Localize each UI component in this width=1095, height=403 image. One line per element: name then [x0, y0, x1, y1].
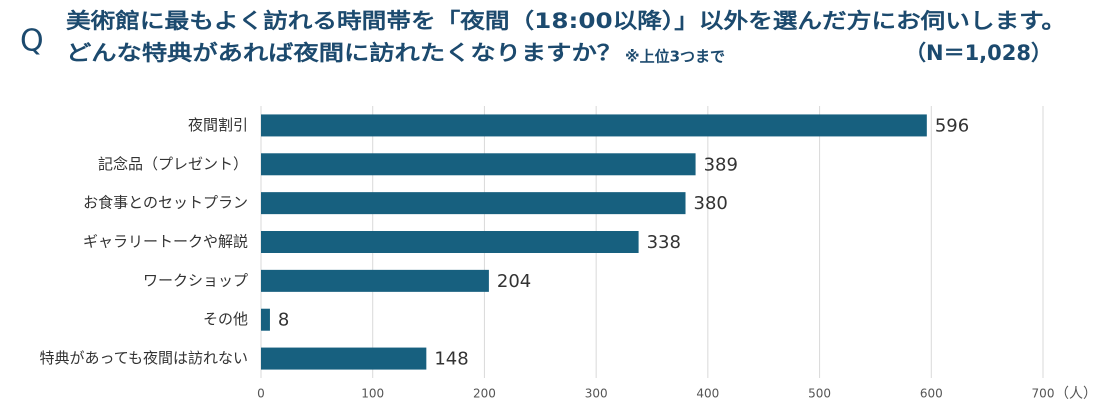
x-tick-label: 600 — [920, 387, 943, 401]
bar — [261, 153, 696, 176]
x-tick-label: 700 — [1032, 387, 1055, 401]
y-tick-label: お食事とのセットプラン — [83, 194, 248, 212]
x-tick-label: 0 — [257, 387, 265, 401]
bar — [261, 308, 270, 331]
y-tick-label: 特典があっても夜間は訪れない — [39, 349, 248, 367]
value-label: 8 — [278, 310, 289, 331]
value-label: 596 — [935, 115, 969, 136]
chart-subtitle: どんな特典があれば夜間に訪れたくなりますか？ — [66, 41, 622, 65]
value-label: 338 — [647, 232, 681, 253]
bar — [261, 114, 927, 137]
x-tick-label: 100 — [361, 387, 384, 401]
value-label: 389 — [704, 154, 738, 175]
question-mark: Q — [20, 24, 44, 59]
note: ※上位3つまで — [625, 48, 725, 66]
bar — [261, 231, 639, 253]
x-tick-label: 400 — [696, 387, 719, 401]
bar — [261, 347, 427, 370]
sample-size: （N＝1,028） — [905, 41, 1052, 65]
x-tick-label: 300 — [585, 387, 608, 401]
x-tick-label: 500 — [808, 387, 831, 401]
bar — [261, 269, 489, 292]
bar — [261, 192, 686, 215]
value-label: 148 — [434, 349, 468, 370]
y-tick-label: ギャラリートークや解説 — [83, 233, 248, 251]
y-tick-label: 記念品（プレゼント） — [98, 155, 248, 173]
value-label: 380 — [694, 193, 728, 214]
y-tick-label: その他 — [203, 310, 248, 328]
chart-title: 美術館に最もよく訪れる時間帯を「夜間（18:00以降）」以外を選んだ方にお伺いし… — [66, 9, 1066, 33]
unit-label: （人） — [1055, 386, 1095, 402]
y-tick-label: ワークショップ — [143, 271, 248, 289]
y-tick-label: 夜間割引 — [188, 116, 248, 134]
value-label: 204 — [497, 271, 531, 292]
x-tick-label: 200 — [473, 387, 496, 401]
